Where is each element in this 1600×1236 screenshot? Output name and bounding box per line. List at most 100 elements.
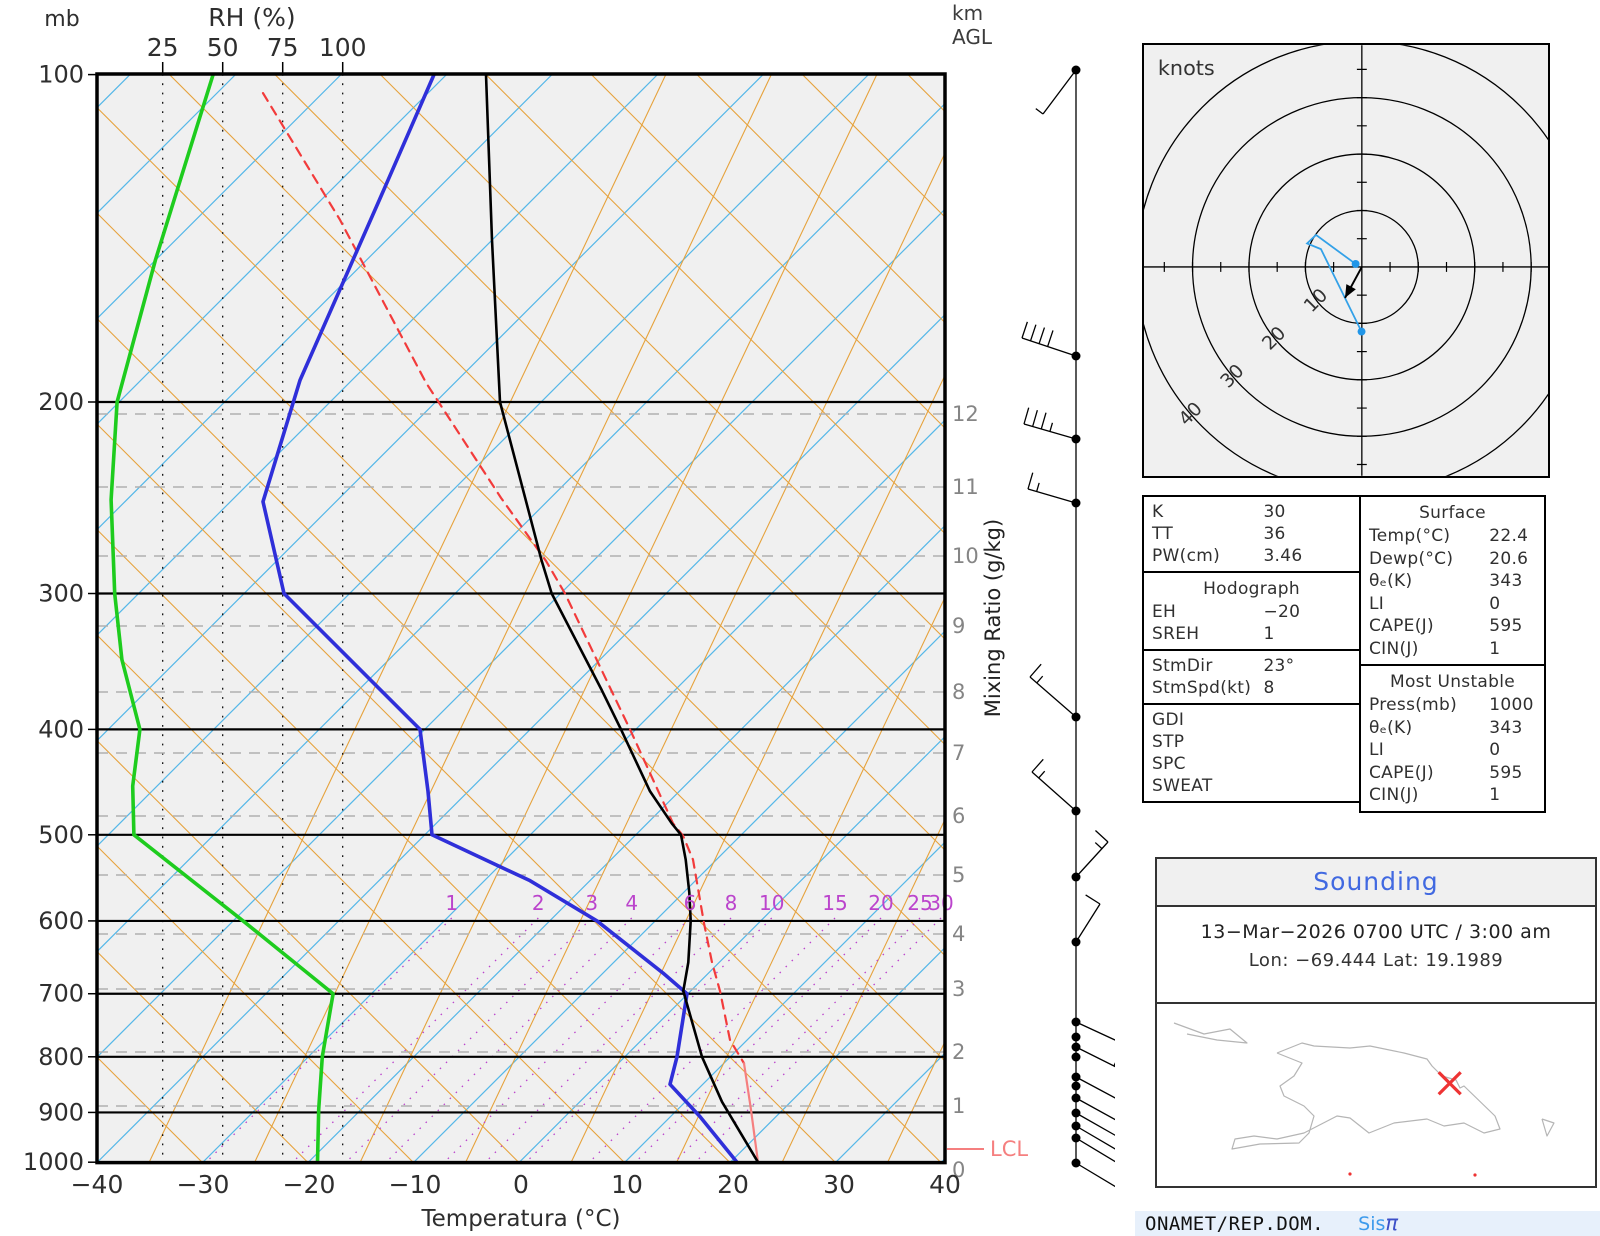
sounding-panel: Sounding 13−Mar−2026 0700 UTC / 3:00 am … <box>1155 857 1597 1188</box>
index-table-box: K 30 TT 36 PW(cm) 3.46 <box>1142 495 1361 573</box>
isotherm-line <box>413 630 945 1163</box>
table-row: SWEAT <box>1152 775 1351 797</box>
pressure-tick-label: 700 <box>38 980 84 1008</box>
km-tick-label: 5 <box>952 863 965 887</box>
isotherm-line <box>97 102 945 953</box>
table-title: Most Unstable <box>1389 672 1516 692</box>
wind-barb-halftick <box>1038 770 1046 779</box>
table-row-value: 595 <box>1489 762 1523 783</box>
wind-barb-halftick <box>1035 108 1044 115</box>
table-row-label: CIN(J) <box>1369 638 1419 659</box>
sounding-datetime: 13−Mar−2026 0700 UTC / 3:00 am Lon: −69.… <box>1157 921 1595 1004</box>
most-unstable-table-box: Most Unstable Press(mb) 1000 θₑ(K) 343 LI 0 CAP… <box>1359 666 1546 813</box>
table-row-value: 595 <box>1489 616 1523 636</box>
mixing-ratio-line <box>291 917 539 1163</box>
moist-adiabat-line <box>676 596 945 1163</box>
km-tick-label: 11 <box>952 475 979 499</box>
pressure-tick-label: 1000 <box>23 1148 84 1176</box>
table-row-label: StmSpd(kt) <box>1152 678 1252 698</box>
table-row-value: 0 <box>1489 593 1501 614</box>
wind-barb-stem <box>1075 1137 1115 1163</box>
isotherm-line <box>940 1157 945 1163</box>
wind-barb-stem <box>1027 488 1077 504</box>
footer-bar: ONAMET/REP.DOM. Sisπ <box>1135 1211 1600 1236</box>
table-row-value: 1 <box>1489 785 1501 805</box>
pressure-tick-label: 500 <box>38 821 84 849</box>
wind-barb-stem <box>1075 1097 1115 1121</box>
table-row-value: 30 <box>1263 502 1286 522</box>
table-row-label: TT <box>1152 524 1174 544</box>
pressure-tick-label: 100 <box>38 61 84 89</box>
mixing-ratio-label: 25 <box>907 891 932 915</box>
km-tick-label: 8 <box>952 680 965 704</box>
moist-adiabat-line <box>993 74 1115 1163</box>
index-table-box: StmDir 23° StmSpd(kt) 8 <box>1142 651 1361 705</box>
isotherm-line <box>307 524 945 1163</box>
mixing-ratio-line <box>588 917 836 1163</box>
hodograph-trace-dot <box>1357 327 1366 336</box>
table-row-value: 343 <box>1489 717 1523 738</box>
wind-barb-tick <box>1032 409 1038 427</box>
adiabat-line <box>97 212 945 1062</box>
mixing-ratio-line <box>694 917 942 1163</box>
table-row-label: PW(cm) <box>1152 546 1221 566</box>
table-row-label: SPC <box>1152 754 1186 774</box>
hodograph-trace-dot <box>1351 260 1360 268</box>
table-row: Press(mb) 1000 <box>1369 694 1536 717</box>
mixing-ratio-line <box>385 917 633 1163</box>
dewpoint-curve <box>261 74 739 1163</box>
footer-org: ONAMET/REP.DOM. <box>1145 1213 1325 1235</box>
table-row-value: 0 <box>1489 740 1501 760</box>
km-tick-label: 3 <box>952 977 965 1001</box>
km-tick-label: 2 <box>952 1040 965 1064</box>
mixing-ratio-label: 3 <box>585 891 598 915</box>
wind-barb-tick <box>1095 830 1109 843</box>
wind-level-dot <box>1071 1081 1081 1091</box>
wind-barb-halftick <box>1036 675 1044 684</box>
isotherm-line <box>97 74 448 425</box>
wind-barb-tick <box>1040 412 1047 430</box>
wind-barb-tick <box>1031 758 1044 773</box>
table-row-value: 20.6 <box>1489 548 1529 569</box>
adiabat-line <box>97 317 942 1163</box>
mixing-ratio-label: 8 <box>725 891 738 915</box>
temp-tick-label: −40 <box>71 1170 124 1199</box>
surface-table-box: Surface Temp(°C) 22.4 Dewp(°C) 20.6 θₑ(K) 343 L… <box>1359 495 1546 666</box>
km-tick-label: 0 <box>952 1158 965 1182</box>
table-row: STP <box>1152 731 1351 753</box>
km-axis-title: AGL <box>952 25 993 49</box>
rh-tick-label: 25 <box>147 33 179 62</box>
isotherm-line <box>729 946 945 1163</box>
table-row: θₑ(K) 343 <box>1369 570 1536 593</box>
moist-adiabat-line <box>570 373 945 1163</box>
table-row-value: 3.46 <box>1263 546 1303 566</box>
mixing-ratio-label: 1 <box>445 891 458 915</box>
table-row: K 30 <box>1152 501 1351 523</box>
moist-adiabat-line <box>148 74 667 1163</box>
table-row-label: Press(mb) <box>1369 695 1458 715</box>
wind-barb-halftick <box>1113 1062 1115 1067</box>
isotherm-line <box>97 74 765 742</box>
table-row-label: SREH <box>1152 624 1200 644</box>
cuba-coastline <box>1173 1022 1248 1044</box>
table-row-value: 23° <box>1263 656 1295 676</box>
wind-level-dot <box>1071 1052 1081 1062</box>
table-row-label: Temp(°C) <box>1369 526 1451 546</box>
mixing-ratio-line <box>525 917 773 1163</box>
index-tables-left: K 30 TT 36 PW(cm) 3.46 Hodograph EH −20 SREH 1 StmD… <box>1142 495 1361 803</box>
mixing-ratio-label: 20 <box>868 891 893 915</box>
table-row-label: StmDir <box>1152 656 1213 676</box>
pi-logo-icon: π <box>1385 1211 1399 1235</box>
wind-barb-stem <box>1075 903 1101 943</box>
km-tick-label: 9 <box>952 614 965 638</box>
table-row-value: 36 <box>1263 524 1286 544</box>
mixing-ratio-line <box>443 917 691 1163</box>
table-row-label: EH <box>1152 602 1177 622</box>
adiabat-line <box>97 423 836 1163</box>
rh-tick-label: 75 <box>267 33 299 62</box>
table-row: CIN(J) 1 <box>1369 638 1536 661</box>
adiabat-line <box>485 74 945 535</box>
table-row-label: θₑ(K) <box>1369 717 1413 738</box>
table-row: StmSpd(kt) 8 <box>1152 677 1351 699</box>
